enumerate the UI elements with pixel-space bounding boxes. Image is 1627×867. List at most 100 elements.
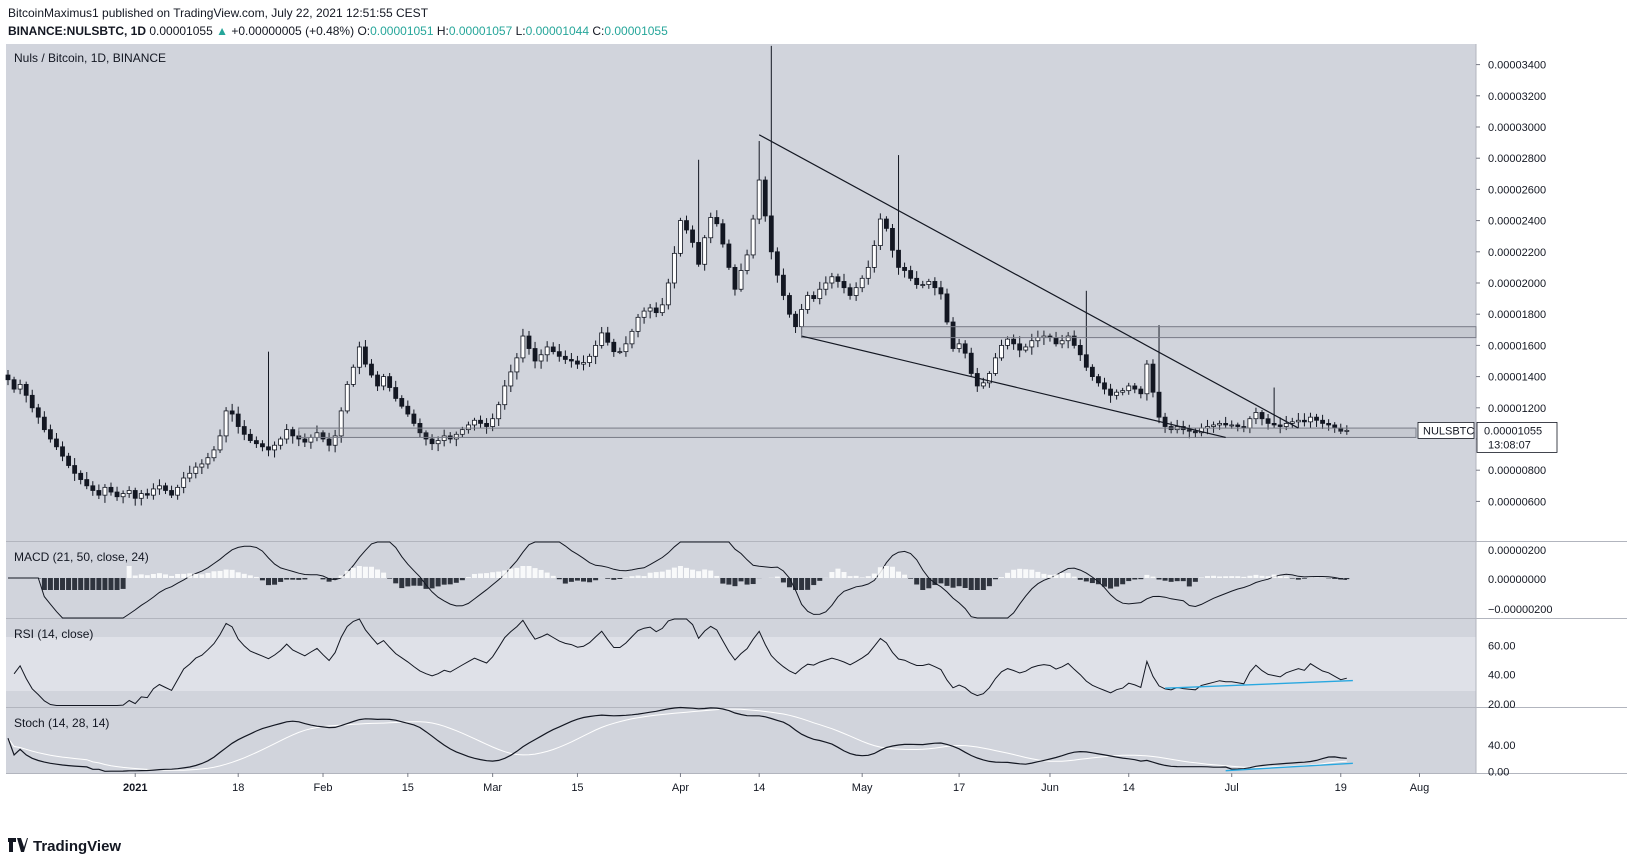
time-axis-bg bbox=[0, 773, 1627, 797]
time-axis-label: 15 bbox=[402, 782, 414, 794]
candle bbox=[962, 343, 968, 354]
price-axis-label: 0.00000800 bbox=[1488, 465, 1546, 477]
price-axis-label: 0.00001400 bbox=[1488, 372, 1546, 384]
rsi-axis-label: 20.00 bbox=[1488, 699, 1516, 711]
price-axis-label: 0.00001600 bbox=[1488, 340, 1546, 352]
macd-histogram-bar bbox=[1211, 575, 1217, 578]
candle bbox=[1217, 422, 1222, 426]
macd-histogram-bar bbox=[550, 575, 556, 578]
candle bbox=[696, 242, 702, 265]
candle bbox=[266, 446, 271, 451]
current-price-tag: 0.00001055 bbox=[1484, 425, 1542, 437]
candle bbox=[665, 282, 671, 306]
rsi-axis-label: 60.00 bbox=[1488, 640, 1516, 652]
macd-histogram-bar bbox=[1108, 578, 1114, 589]
macd-histogram-bar bbox=[126, 566, 132, 578]
macd-histogram-bar bbox=[53, 578, 59, 590]
candle bbox=[459, 429, 465, 435]
candle bbox=[871, 245, 877, 268]
candle bbox=[363, 346, 368, 365]
macd-histogram-bar bbox=[102, 578, 108, 590]
macd-histogram-bar bbox=[1295, 578, 1301, 580]
macd-histogram-bar bbox=[1271, 574, 1277, 578]
macd-histogram-bar bbox=[986, 578, 992, 587]
candle bbox=[980, 382, 986, 387]
macd-histogram-bar bbox=[726, 578, 732, 585]
macd-histogram-bar bbox=[847, 576, 853, 578]
macd-histogram-bar bbox=[144, 575, 150, 578]
high-label: H: bbox=[436, 24, 449, 38]
candle bbox=[1059, 340, 1065, 345]
candle bbox=[902, 266, 907, 271]
macd-histogram-bar bbox=[720, 578, 726, 584]
candle bbox=[774, 251, 780, 276]
macd-histogram-bar bbox=[163, 574, 169, 578]
symbol-label[interactable]: BINANCE:NULSBTC, 1D bbox=[8, 24, 146, 38]
candle bbox=[1247, 418, 1253, 429]
candle bbox=[35, 407, 41, 418]
time-axis-label: 2021 bbox=[123, 782, 147, 794]
time-axis-label: Mar bbox=[483, 782, 502, 794]
candle bbox=[332, 435, 338, 446]
time-axis-label: 18 bbox=[232, 782, 244, 794]
macd-histogram-bar bbox=[774, 576, 780, 578]
macd-histogram-bar bbox=[732, 578, 738, 587]
macd-histogram-bar bbox=[980, 578, 986, 590]
price-axis-label: 0.00001200 bbox=[1488, 403, 1546, 415]
price-axis-label: 0.00002400 bbox=[1488, 216, 1546, 228]
candle bbox=[726, 243, 732, 268]
macd-histogram-bar bbox=[908, 578, 914, 579]
candle bbox=[326, 438, 332, 446]
candle bbox=[175, 486, 181, 496]
candle bbox=[320, 432, 326, 440]
candle bbox=[968, 352, 974, 374]
candle bbox=[914, 277, 920, 285]
candle bbox=[1023, 346, 1029, 351]
candle bbox=[211, 449, 217, 459]
price-chart[interactable]: Nuls / Bitcoin, 1D, BINANCE MACD (21, 50,… bbox=[0, 44, 1627, 834]
candle bbox=[908, 270, 914, 279]
macd-histogram-bar bbox=[66, 578, 72, 590]
descending-support-trendline bbox=[801, 335, 1226, 439]
high-value: 0.00001057 bbox=[448, 24, 513, 38]
candle bbox=[1120, 390, 1126, 393]
macd-histogram-bar bbox=[1005, 572, 1011, 578]
macd-histogram-bar bbox=[1332, 578, 1338, 579]
candle bbox=[144, 493, 150, 496]
candle bbox=[429, 438, 435, 445]
macd-histogram-bar bbox=[120, 578, 126, 589]
macd-histogram-bar bbox=[690, 569, 696, 578]
macd-histogram-bar bbox=[956, 578, 962, 587]
macd-histogram-bar bbox=[114, 578, 120, 590]
candle bbox=[1108, 388, 1113, 396]
candle bbox=[308, 437, 314, 443]
macd-histogram-bar bbox=[708, 570, 714, 578]
candle bbox=[1314, 416, 1319, 421]
candle bbox=[17, 383, 23, 390]
macd-histogram-bar bbox=[1283, 576, 1289, 578]
candle bbox=[1162, 416, 1168, 427]
candle bbox=[60, 446, 65, 457]
macd-histogram-bar bbox=[671, 567, 677, 578]
macd-histogram-bar bbox=[326, 578, 332, 582]
macd-histogram-bar bbox=[1053, 574, 1059, 578]
macd-histogram-bar bbox=[653, 572, 659, 578]
macd-histogram-bar bbox=[229, 569, 235, 578]
candle bbox=[896, 249, 901, 268]
macd-histogram-bar bbox=[859, 577, 865, 578]
macd-histogram-bar bbox=[290, 578, 296, 580]
macd-histogram-bar bbox=[471, 573, 477, 578]
candle bbox=[369, 363, 374, 376]
macd-histogram-bar bbox=[132, 575, 138, 578]
macd-histogram-bar bbox=[1065, 573, 1071, 578]
time-axis-label: Aug bbox=[1410, 782, 1430, 794]
candle bbox=[1253, 412, 1259, 420]
candle bbox=[132, 490, 138, 499]
macd-axis-label: 0.00000200 bbox=[1488, 545, 1546, 557]
macd-histogram-bar bbox=[150, 573, 156, 578]
support-range-box bbox=[298, 427, 1417, 438]
tradingview-logo-icon bbox=[8, 838, 28, 852]
macd-histogram-bar bbox=[538, 569, 544, 578]
macd-histogram-bar bbox=[514, 567, 520, 578]
candle bbox=[986, 373, 992, 384]
